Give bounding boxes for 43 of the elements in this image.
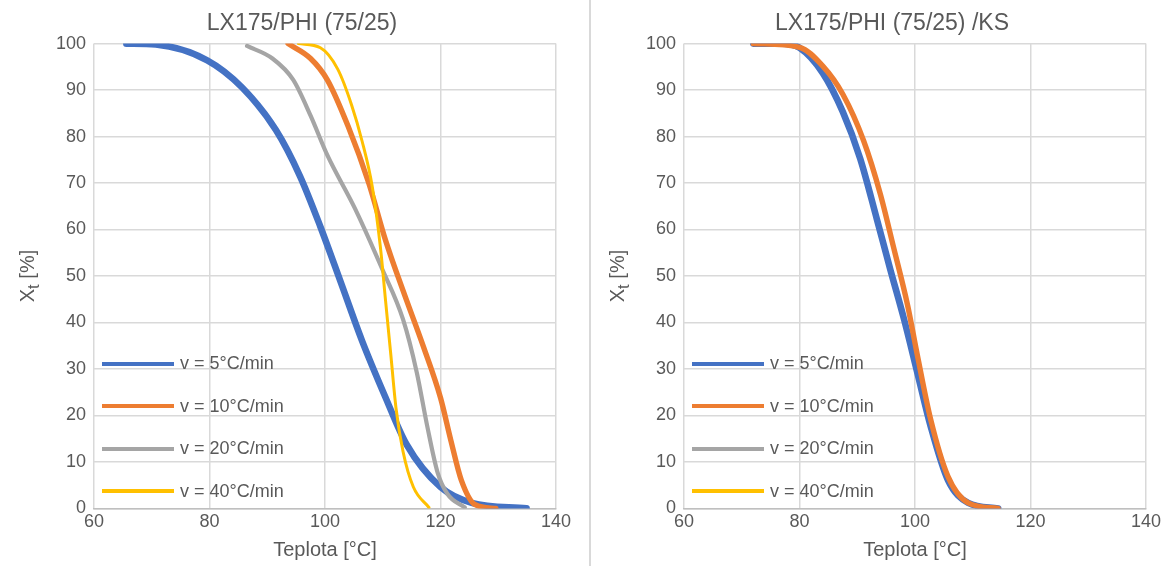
- y-tick-label: 40: [656, 311, 677, 332]
- x-tick-label: 140: [1130, 511, 1162, 532]
- legend-label: v = 5°C/min: [180, 353, 274, 375]
- y-tick-label: 80: [656, 125, 677, 146]
- y-tick-label: 20: [656, 404, 677, 425]
- x-tick-label: 80: [789, 511, 810, 532]
- y-tick-label: 50: [66, 264, 87, 285]
- y-tick-label: 60: [66, 218, 87, 239]
- y-tick-label: 90: [66, 79, 87, 100]
- x-tick-label: 120: [425, 511, 456, 532]
- y-tick-label: 20: [66, 404, 87, 425]
- line-series: [296, 43, 431, 509]
- y-tick-label: 10: [66, 450, 87, 471]
- y-tick-label: 70: [66, 172, 87, 193]
- x-tick-label: 80: [199, 511, 220, 532]
- legend-label: v = 10°C/min: [180, 395, 284, 417]
- y-tick-label: 100: [55, 32, 87, 53]
- x-axis-title: Teplota [°C]: [273, 537, 377, 560]
- y-tick-label: 100: [645, 32, 677, 53]
- x-tick-label: 120: [1015, 511, 1046, 532]
- chart-title: LX175/PHI (75/25) /KS: [775, 9, 1009, 36]
- x-tick-label: 100: [309, 511, 341, 532]
- x-tick-label: 140: [540, 511, 572, 532]
- x-axis-title: Teplota [°C]: [863, 537, 967, 560]
- legend-label: v = 5°C/min: [770, 353, 864, 375]
- legend-label: v = 20°C/min: [770, 438, 874, 460]
- y-tick-label: 30: [656, 357, 677, 378]
- chart-title: LX175/PHI (75/25): [206, 9, 398, 36]
- legend-label: v = 20°C/min: [180, 438, 284, 460]
- y-tick-label: 30: [66, 357, 87, 378]
- y-tick-label: 70: [656, 172, 677, 193]
- legend-label: v = 40°C/min: [180, 480, 284, 502]
- x-tick-label: 60: [84, 511, 105, 532]
- y-tick-label: 40: [66, 311, 87, 332]
- x-tick-label: 60: [674, 511, 695, 532]
- legend-label: v = 10°C/min: [770, 395, 874, 417]
- y-tick-label: 90: [656, 79, 677, 100]
- y-tick-label: 80: [66, 125, 87, 146]
- y-tick-label: 60: [656, 218, 677, 239]
- x-tick-label: 100: [899, 511, 931, 532]
- y-tick-label: 50: [656, 264, 677, 285]
- y-tick-label: 10: [656, 450, 677, 471]
- legend-label: v = 40°C/min: [770, 480, 874, 502]
